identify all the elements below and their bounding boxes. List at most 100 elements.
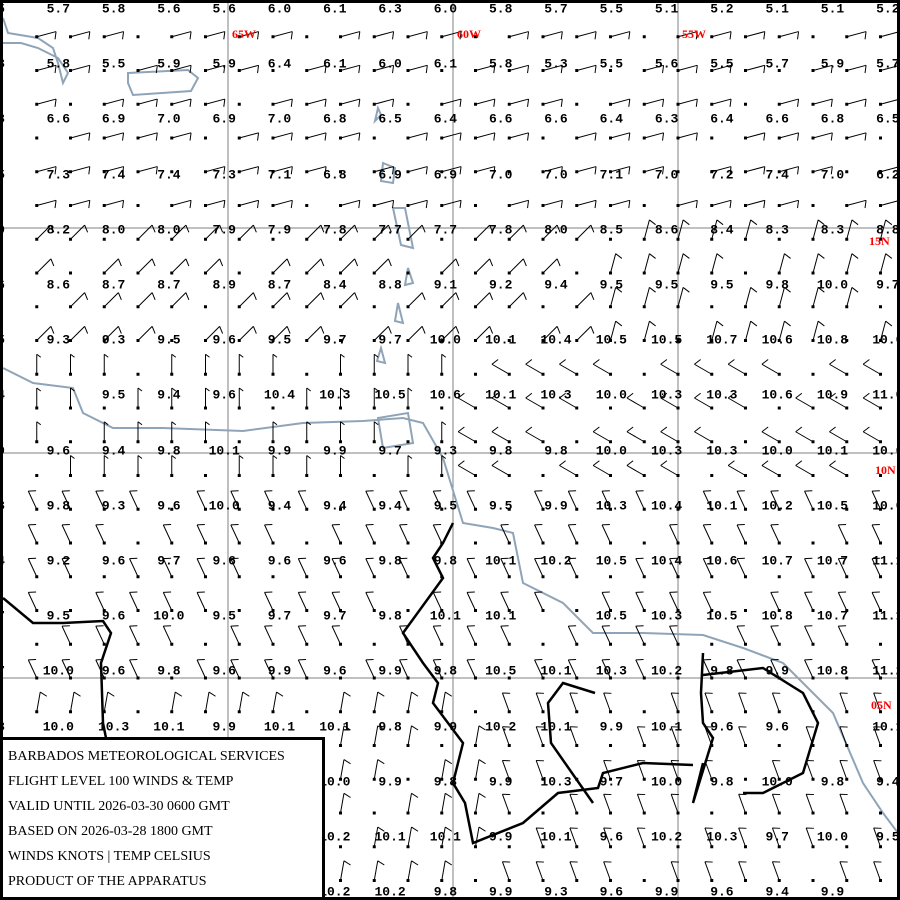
wind-barb [727,460,747,477]
wind-barb [35,98,57,107]
wind-barb [744,287,758,309]
wind-barb [738,726,747,747]
wind-barb [609,237,612,241]
temp-value: 9.9 [599,719,623,735]
temp-value: 8.8 [378,277,402,293]
wind-barb [27,490,39,511]
temp-value: 9.9 [433,719,458,735]
temp-value: 5.1 [820,1,845,17]
wind-barb [535,827,545,849]
wind-barb [845,98,867,107]
temp-value: 10.3 [595,498,627,514]
temp-value: 9.6 [101,553,126,569]
temp-value: 7.3 [212,167,236,183]
temp-value: 5.5 [710,56,734,72]
temp-value: 7.9 [212,222,236,238]
temp-value: 6.3 [654,111,679,127]
temp-value: 7.4 [101,167,126,183]
wind-barb [305,292,325,309]
temp-value: 9.6 [46,443,70,459]
wind-barb [339,759,351,781]
temp-value: 10.1 [816,443,849,459]
wind-barb [501,692,511,714]
wind-barb [305,421,312,444]
temp-value: 10.4 [650,498,683,514]
wind-barb [406,166,428,175]
wind-barb [440,199,462,209]
temp-value: 10.8 [816,663,849,679]
wind-barb [35,326,55,342]
temp-value: 10.5 [485,663,517,679]
wind-barb [642,253,656,275]
temp-value: 9.9 [820,884,845,900]
wind-barb [507,199,530,209]
wind-barb [339,292,359,309]
wind-barb [440,759,453,781]
legend-product: FLIGHT LEVEL 100 WINDS & TEMP [8,774,234,789]
temp-value: 10.3 [319,387,351,403]
coast-trinidad [376,411,415,450]
label-05n: 05N [871,698,892,712]
wind-barb [541,166,563,175]
wind-barb [710,166,732,175]
temp-value: 10.2 [540,553,572,569]
wind-barb [811,98,833,107]
temp-value: 9.2 [46,553,70,569]
wind-barb [507,339,511,342]
wind-barb [710,253,724,275]
wind-barb [744,166,766,175]
wind-barb [811,166,833,175]
temp-value: 9.6 [212,553,236,569]
wind-barb [129,591,140,612]
temp-value: 5.7 [46,1,70,17]
wind-barb [567,625,579,646]
wind-barb [271,199,293,209]
temp-value: 10.4 [650,553,683,569]
wind-barb [331,557,342,579]
wind-barb [69,455,75,477]
temp-value: 10.2 [319,884,351,900]
wind-barb [474,132,496,141]
wind-barb [777,237,781,241]
wind-barb [264,625,275,646]
wind-barb [102,199,125,209]
temp-value: 9.5 [157,332,181,348]
temp-value: 7.7 [433,222,458,238]
wind-barb [670,692,680,714]
wind-barb [609,406,612,410]
temp-value: 9.8 [157,663,181,679]
temp-value: 6.0 [433,1,458,17]
wind-barb [609,166,631,175]
wind-barb [237,326,257,342]
wind-barb [702,659,714,680]
temp-value: 10.0 [761,443,793,459]
wind-barb [744,271,747,275]
wind-barb [676,219,690,241]
temp-value: 9.8 [378,719,402,735]
wind-barb [569,861,579,882]
wind-barb [501,726,511,747]
wind-barb [339,725,351,747]
wind-barb [331,625,342,646]
temp-value: 10.0 [816,829,849,845]
wind-barb [230,659,241,680]
temp-value: 10.2 [374,884,406,900]
wind-barb [541,136,545,140]
temp-value: 9.8 [820,774,845,790]
wind-barb [474,258,494,275]
wind-barb [237,387,244,410]
wind-barb [777,166,800,175]
wind-barb [541,305,545,309]
temp-value: 9.3 [101,332,126,348]
wind-barb [196,524,207,545]
wind-barb [102,353,109,376]
wind-barb [237,132,260,141]
wind-barb [204,224,224,241]
wind-barb [162,524,174,545]
wind-barb [569,692,579,714]
wind-barb [744,132,766,141]
wind-barb [660,392,680,410]
wind-barb [575,102,579,106]
wind-barb [69,271,72,275]
wind-barb [271,292,291,309]
